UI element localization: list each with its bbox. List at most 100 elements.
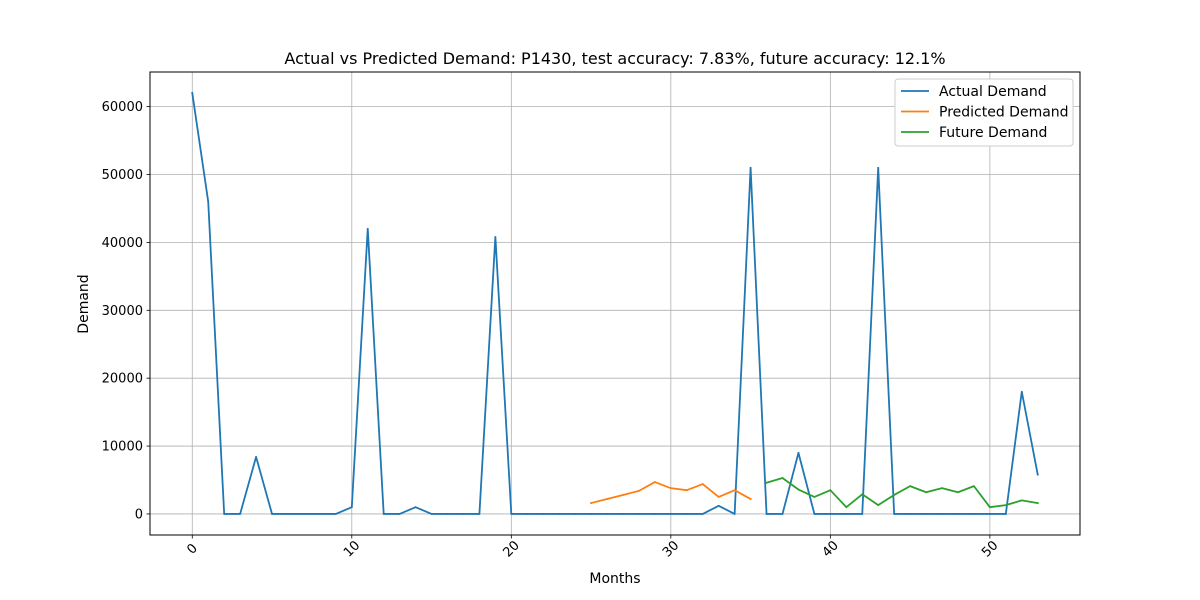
actual-demand-point bbox=[446, 513, 449, 515]
future-demand-line bbox=[765, 477, 1039, 509]
actual-demand-point bbox=[765, 513, 768, 515]
future-demand-point bbox=[829, 489, 832, 492]
actual-demand-point bbox=[430, 513, 433, 515]
future-demand-point bbox=[988, 506, 991, 509]
predicted-demand-point bbox=[653, 481, 656, 483]
future-demand-point bbox=[797, 488, 800, 491]
actual-demand-point bbox=[749, 166, 752, 169]
future-demand-point bbox=[861, 493, 864, 496]
actual-demand-point bbox=[638, 513, 640, 515]
future-demand-point bbox=[1036, 502, 1039, 504]
actual-demand-point bbox=[366, 227, 369, 230]
actual-demand-point bbox=[877, 166, 880, 169]
actual-demand-point bbox=[287, 513, 289, 515]
y-axis-label: Demand bbox=[76, 274, 92, 333]
legend-box bbox=[894, 78, 1074, 147]
future-demand-point bbox=[845, 506, 848, 509]
future-demand-point bbox=[973, 485, 975, 488]
actual-demand-point bbox=[494, 236, 497, 238]
actual-demand-point bbox=[398, 513, 401, 515]
actual-demand-point bbox=[574, 513, 577, 515]
future-demand-point bbox=[957, 491, 959, 494]
actual-demand-point bbox=[685, 513, 688, 515]
y-tick-label: 30000 bbox=[102, 304, 143, 319]
actual-demand-point bbox=[590, 513, 592, 515]
actual-demand-point bbox=[1004, 513, 1007, 515]
actual-demand-point bbox=[303, 513, 305, 515]
actual-demand-point bbox=[957, 513, 959, 515]
y-tick-label: 0 bbox=[135, 507, 143, 522]
future-demand-point bbox=[1020, 499, 1023, 502]
actual-demand-point bbox=[558, 513, 561, 515]
actual-demand-point bbox=[318, 513, 321, 515]
predicted-demand-point bbox=[733, 489, 736, 492]
y-tick-label: 10000 bbox=[102, 440, 143, 455]
x-axis-label: Months bbox=[589, 571, 640, 587]
predicted-demand-point bbox=[717, 496, 720, 498]
actual-demand-point bbox=[271, 513, 273, 515]
future-demand-point bbox=[781, 477, 784, 479]
actual-demand-point bbox=[861, 513, 864, 515]
actual-demand-point bbox=[973, 513, 975, 515]
y-tick-label: 50000 bbox=[102, 168, 143, 183]
actual-demand-point bbox=[478, 513, 481, 515]
actual-demand-point bbox=[797, 451, 800, 454]
predicted-demand-point bbox=[606, 498, 608, 500]
actual-demand-point bbox=[382, 513, 385, 515]
actual-demand-point bbox=[988, 513, 991, 515]
actual-demand-point bbox=[781, 513, 784, 515]
actual-demand-point bbox=[239, 513, 242, 515]
actual-demand-point bbox=[191, 92, 194, 94]
y-axis: 0 10000 20000 30000 40000 50000 60000 bbox=[102, 100, 150, 522]
actual-demand-point bbox=[909, 513, 912, 515]
actual-demand-point bbox=[813, 513, 816, 515]
predicted-demand-point bbox=[622, 494, 624, 496]
predicted-demand-point bbox=[669, 487, 672, 490]
actual-demand-point bbox=[893, 513, 896, 515]
actual-demand-point bbox=[207, 200, 210, 203]
actual-demand-point bbox=[542, 513, 545, 515]
actual-demand-point bbox=[414, 506, 417, 509]
legend-label-future-demand: Future Demand bbox=[939, 125, 1047, 141]
actual-demand-point bbox=[845, 513, 848, 515]
actual-demand-point bbox=[1036, 473, 1039, 476]
predicted-demand-point bbox=[638, 489, 640, 492]
actual-demand-point bbox=[653, 513, 656, 515]
predicted-demand-point bbox=[701, 483, 704, 485]
actual-demand-point bbox=[223, 513, 226, 515]
chart-title: Actual vs Predicted Demand: P1430, test … bbox=[284, 49, 945, 68]
legend-label-actual-demand: Actual Demand bbox=[939, 84, 1047, 100]
future-demand-point bbox=[877, 504, 880, 507]
future-demand-point bbox=[765, 481, 768, 484]
actual-demand-point bbox=[717, 504, 720, 507]
y-tick-label: 20000 bbox=[102, 372, 143, 387]
actual-demand-point bbox=[829, 513, 832, 515]
actual-demand-point bbox=[510, 513, 513, 515]
future-demand-point bbox=[813, 496, 816, 498]
actual-demand-point bbox=[350, 506, 353, 509]
actual-demand-point bbox=[462, 513, 465, 515]
actual-demand-point bbox=[526, 513, 529, 515]
actual-demand-line bbox=[191, 92, 1039, 515]
actual-demand-point bbox=[925, 513, 927, 515]
plot-frame bbox=[149, 71, 1081, 536]
legend: Actual Demand Predicted Demand Future Dema… bbox=[894, 78, 1074, 147]
future-demand-point bbox=[1004, 504, 1007, 507]
legend-label-predicted-demand: Predicted Demand bbox=[939, 105, 1069, 121]
predicted-demand-point bbox=[749, 498, 752, 500]
future-demand-point bbox=[893, 494, 896, 496]
future-demand-point bbox=[909, 485, 912, 488]
predicted-demand-point bbox=[590, 502, 592, 504]
future-demand-point bbox=[941, 487, 943, 490]
predicted-demand-point bbox=[685, 489, 688, 492]
actual-demand-point bbox=[669, 513, 672, 515]
actual-demand-point bbox=[606, 513, 608, 515]
actual-demand-point bbox=[255, 456, 257, 458]
actual-demand-point bbox=[334, 513, 337, 515]
actual-demand-point bbox=[1020, 390, 1023, 393]
actual-demand-point bbox=[701, 513, 704, 515]
future-demand-point bbox=[925, 491, 927, 494]
series-layer bbox=[191, 92, 1039, 515]
actual-demand-point bbox=[733, 513, 736, 515]
